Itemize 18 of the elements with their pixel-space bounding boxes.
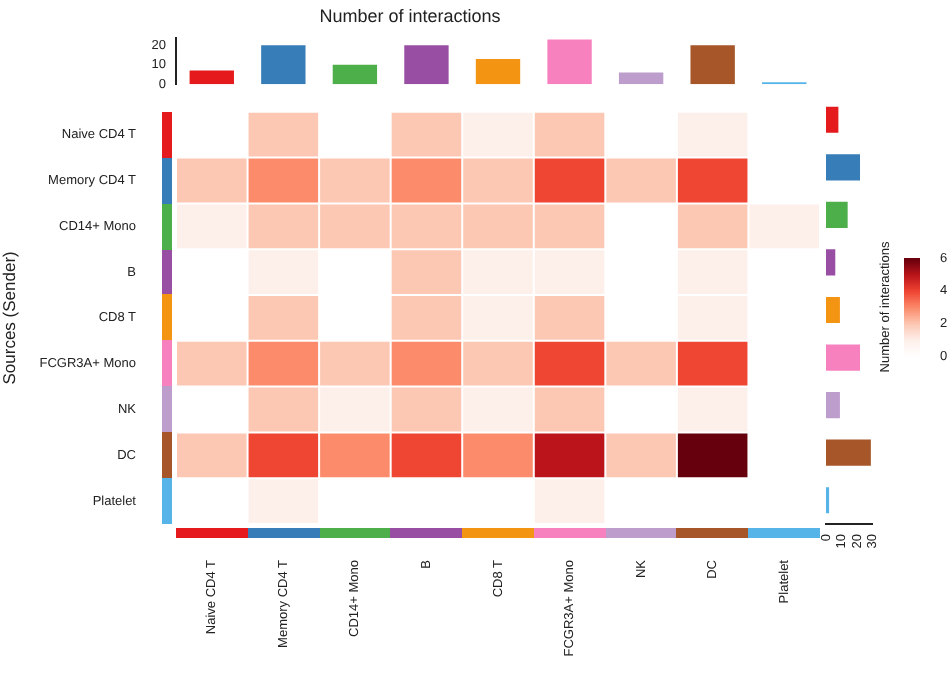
- bar: [826, 201, 848, 228]
- y-axis-title: Sources (Sender): [0, 250, 19, 385]
- bar: [826, 249, 836, 276]
- bar: [332, 64, 378, 85]
- chart-title: Number of interactions: [319, 5, 502, 26]
- bar: [189, 70, 234, 85]
- bar: [826, 106, 839, 133]
- bar: [826, 392, 840, 419]
- bar: [547, 39, 592, 85]
- bar: [826, 154, 861, 181]
- bar: [690, 45, 735, 85]
- bar: [261, 45, 306, 85]
- bar: [404, 45, 449, 85]
- bar: [826, 344, 861, 371]
- bar: [826, 439, 871, 466]
- bar: [618, 72, 664, 85]
- bar: [475, 58, 521, 85]
- bar: [826, 296, 840, 324]
